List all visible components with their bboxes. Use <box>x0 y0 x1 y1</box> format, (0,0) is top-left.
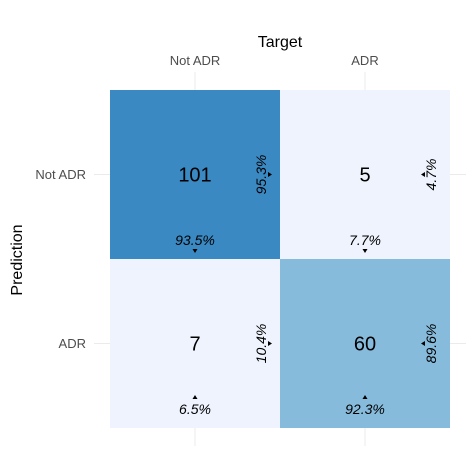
arrow-left-icon <box>421 341 425 346</box>
arrow-left-icon <box>421 172 425 177</box>
arrow-up-icon <box>192 395 198 399</box>
arrow-right-icon <box>268 341 272 346</box>
cell-count-label: 7 <box>189 334 200 356</box>
y-tick-label: ADR <box>59 336 86 351</box>
arrow-down-icon <box>192 249 198 253</box>
heatmap-cell <box>110 90 280 259</box>
cell-column-percent: 6.5% <box>179 401 211 417</box>
cell-column-percent: 92.3% <box>345 401 385 417</box>
x-axis-title: Target <box>258 34 303 51</box>
y-axis-title: Prediction <box>9 224 26 295</box>
tile-labels: 101 93.5% 95.3% 5 7.7% 4.7% 7 6.5% 10.4% 60 92.3% 8… <box>175 155 439 417</box>
cell-column-percent: 7.7% <box>349 232 381 248</box>
arrow-down-icon <box>362 249 368 253</box>
x-tick-label: ADR <box>351 53 378 68</box>
axes: Target Prediction Not ADR ADR Not ADR ADR <box>9 34 379 351</box>
cell-count-label: 60 <box>354 334 376 356</box>
cell-row-percent: 95.3% <box>253 155 269 195</box>
cell-row-percent: 89.6% <box>423 324 439 364</box>
heatmap-tiles <box>110 90 450 428</box>
cell-row-percent: 10.4% <box>253 324 269 364</box>
arrow-right-icon <box>268 172 272 177</box>
y-tick-label: Not ADR <box>35 167 86 182</box>
arrow-up-icon <box>362 395 368 399</box>
cell-count-label: 5 <box>359 165 370 187</box>
x-tick-label: Not ADR <box>170 53 221 68</box>
heatmap-cell <box>110 259 280 428</box>
cell-count-label: 101 <box>178 165 211 187</box>
cell-row-percent: 4.7% <box>423 159 439 191</box>
cell-column-percent: 93.5% <box>175 232 215 248</box>
